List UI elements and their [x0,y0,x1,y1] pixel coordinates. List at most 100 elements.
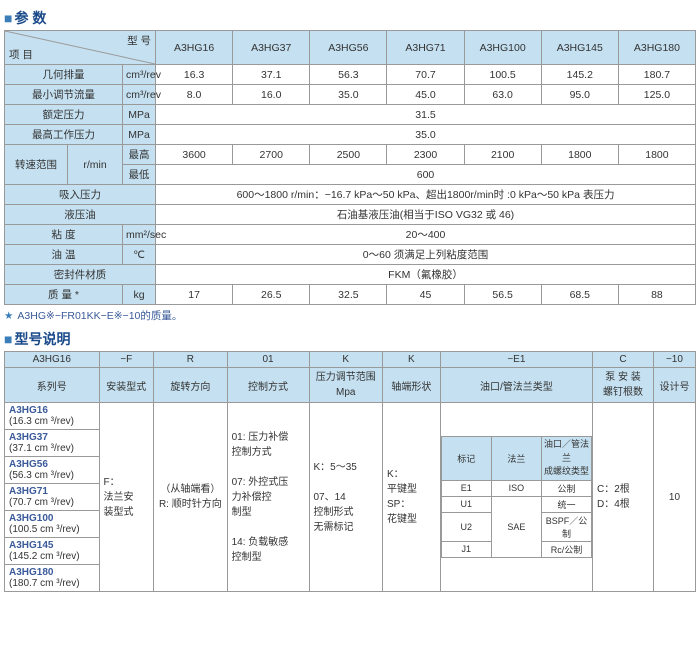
unit: r/min [68,145,123,185]
diag-cell: 型 号 项 目 [5,31,156,65]
code-hdr: K [383,352,441,368]
cell: 63.0 [464,85,541,105]
model-hdr: A3HG71 [387,31,464,65]
code-hdr: −F [99,352,154,368]
row-label: 液压油 [5,205,156,225]
row-label: 最高工作压力 [5,125,123,145]
code-hdr: R [154,352,228,368]
desc-hdr: 油口/管法兰类型 [440,368,592,403]
cell: 125.0 [618,85,695,105]
row-label: 质 量 * [5,285,123,305]
cell: 35.0 [156,125,696,145]
cell: 20～400 [156,225,696,245]
cell: 8.0 [156,85,233,105]
row-label: 油 温 [5,245,123,265]
code-hdr: C [593,352,654,368]
ic: E1 [441,480,491,496]
unit: cm³/rev [123,85,156,105]
section2-title: ■型号说明 [4,329,696,349]
code-hdr: −E1 [440,352,592,368]
cell: 16.0 [233,85,310,105]
row-label: 转速范围 [5,145,68,185]
cell: 26.5 [233,285,310,305]
cell: 0～60 须满足上列粘度范围 [156,245,696,265]
params-table: 型 号 项 目 A3HG16 A3HG37 A3HG56 A3HG71 A3HG… [4,30,696,305]
rot-cell: （从轴端看）R: 顺时针方向 [154,403,228,592]
cell: 180.7 [618,65,695,85]
unit: cm³/rev [123,65,156,85]
desc-hdr: 设计号 [653,368,695,403]
ih: 标记 [441,437,491,481]
code-hdr: −10 [653,352,695,368]
cell: 68.5 [541,285,618,305]
section1-title: ■参 数 [4,8,696,28]
cell: 100.5 [464,65,541,85]
cell: 600～1800 r/min：−16.7 kPa～50 kPa、超出1800r/… [156,185,696,205]
ic: 统一 [541,496,591,512]
model-hdr: A3HG37 [233,31,310,65]
desc-hdr: 轴端形状 [383,368,441,403]
ctrl-cell: 01: 压力补偿控制方式07: 外控式压力补偿控制型14: 负载敏感控制型 [227,403,309,592]
cell: 16.3 [156,65,233,85]
ih: 法兰 [491,437,541,481]
design-cell: 10 [653,403,695,592]
ic: U2 [441,512,491,541]
cell: 70.7 [387,65,464,85]
mount-cell: F：法兰安装型式 [99,403,154,592]
cell: 3600 [156,145,233,165]
ic: Rc/公制 [541,541,591,557]
ic: SAE [491,496,541,557]
unit: MPa [123,105,156,125]
ic: U1 [441,496,491,512]
cell: 56.5 [464,285,541,305]
cell: 石油基液压油(相当于ISO VG32 或 46) [156,205,696,225]
ih: 油口／管法兰成螺纹类型 [541,437,591,481]
desc-hdr: 旋转方向 [154,368,228,403]
ic: 公制 [541,480,591,496]
unit: mm²/sec [123,225,156,245]
port-cell: 标记 法兰 油口／管法兰成螺纹类型 E1ISO公制 U1SAE统一 U2 BSPF… [440,403,592,592]
cell: 45 [387,285,464,305]
model-hdr: A3HG56 [310,31,387,65]
cell: 1800 [618,145,695,165]
port-inner-table: 标记 法兰 油口／管法兰成螺纹类型 E1ISO公制 U1SAE统一 U2 BSPF… [441,436,592,558]
desc-hdr: 控制方式 [227,368,309,403]
cell: 88 [618,285,695,305]
row-label: 最小调节流量 [5,85,123,105]
unit: kg [123,285,156,305]
cell: FKM（氟橡胶） [156,265,696,285]
row-label: 几何排量 [5,65,123,85]
ic: J1 [441,541,491,557]
footnote: ★A3HG※−FR01KK−E※−10的质量。 [4,308,696,323]
cell: 32.5 [310,285,387,305]
model-hdr: A3HG145 [541,31,618,65]
series-cell: A3HG180(180.7 cm ³/rev) [5,565,100,592]
cell: 31.5 [156,105,696,125]
bolts-cell: C：2根D：4根 [593,403,654,592]
ic: ISO [491,480,541,496]
unit: MPa [123,125,156,145]
unit: ℃ [123,245,156,265]
desc-hdr: 压力调节范围Mpa [309,368,383,403]
series-cell: A3HG145(145.2 cm ³/rev) [5,538,100,565]
row-label: 额定压力 [5,105,123,125]
series-cell: A3HG100(100.5 cm ³/rev) [5,511,100,538]
desc-hdr: 系列号 [5,368,100,403]
desc-hdr: 安装型式 [99,368,154,403]
series-cell: A3HG71(70.7 cm ³/rev) [5,484,100,511]
cell: 35.0 [310,85,387,105]
cell: 2700 [233,145,310,165]
cell: 145.2 [541,65,618,85]
cell: 2100 [464,145,541,165]
series-cell: A3HG56(56.3 cm ³/rev) [5,457,100,484]
ic: BSPF／公制 [541,512,591,541]
code-hdr: 01 [227,352,309,368]
series-cell: A3HG16(16.3 cm ³/rev) [5,403,100,430]
row-label: 粘 度 [5,225,123,245]
desc-hdr: 泵 安 装螺钉根数 [593,368,654,403]
shaft-cell: K：平键型SP：花键型 [383,403,441,592]
press-cell: K：5～3507、14控制形式无需标记 [309,403,383,592]
cell: 1800 [541,145,618,165]
code-hdr: K [309,352,383,368]
series-cell: A3HG37(37.1 cm ³/rev) [5,430,100,457]
